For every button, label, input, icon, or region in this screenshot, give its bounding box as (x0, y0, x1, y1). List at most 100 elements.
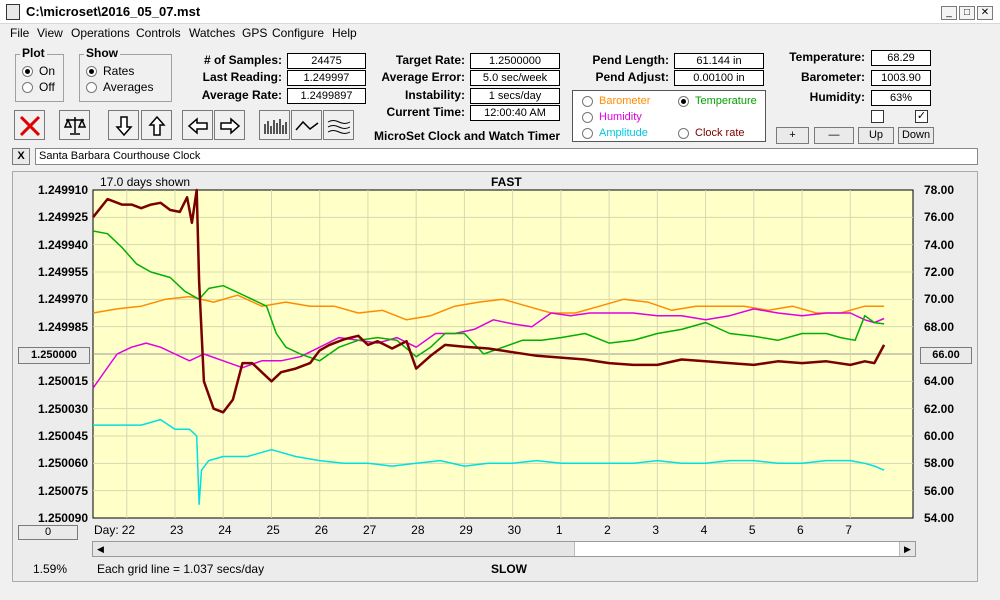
scrollbar-thumb[interactable] (574, 542, 900, 556)
auto-checkbox[interactable]: ✓ (915, 110, 928, 123)
y-left-tick-label: 1.249925 (37, 210, 88, 225)
menu-help[interactable]: Help (332, 26, 357, 40)
series-line-barometer (92, 294, 885, 321)
reference-temp-button[interactable]: 66.00 (920, 347, 972, 364)
current-time-label: Current Time: (386, 105, 465, 119)
y-right-tick-label: 54.00 (924, 511, 955, 525)
last-reading-field: 1.249997 (287, 70, 366, 86)
barometer-radio[interactable] (582, 96, 593, 107)
plot-on-radio[interactable] (22, 66, 33, 77)
grid-line-info: Each grid line = 1.037 secs/day (97, 562, 265, 576)
show-rates-label: Rates (103, 64, 135, 78)
average-rate-field: 1.2499897 (287, 88, 366, 104)
pend-length-field[interactable]: 61.144 in (674, 53, 764, 69)
move-up-button[interactable] (141, 110, 172, 140)
pend-adjust-label: Pend Adjust: (595, 70, 669, 84)
clock-name-field[interactable]: Santa Barbara Courthouse Clock (35, 148, 978, 165)
pend-length-label: Pend Length: (592, 53, 669, 67)
pend-adjust-field[interactable]: 0.00100 in (674, 70, 764, 86)
balance-button[interactable] (59, 110, 90, 140)
scroll-right-button[interactable] (214, 110, 245, 140)
temperature-radio[interactable] (678, 96, 689, 107)
percent-label: 1.59% (33, 562, 68, 576)
clock-rate-radio[interactable] (678, 128, 689, 139)
x-tick-label: 28 (411, 523, 425, 537)
humidity-field: 63% (871, 90, 931, 106)
y-right-tick-label: 64.00 (924, 374, 955, 389)
plot-on-label: On (39, 64, 56, 78)
clock-name-close-button[interactable]: X (12, 148, 30, 165)
show-averages-radio[interactable] (86, 82, 97, 93)
x-tick-label: 3 (652, 523, 660, 537)
arrow-down-icon (115, 116, 133, 137)
y-right-tick-label: 76.00 (924, 210, 955, 225)
y-right-tick-label: 78.00 (924, 183, 955, 197)
fast-label: FAST (491, 175, 522, 189)
y-left-tick-label: 1.249910 (37, 183, 88, 197)
x-tick-label: 5 (748, 523, 756, 537)
menu-controls[interactable]: Controls (136, 26, 181, 40)
amplitude-option-label: Amplitude (599, 127, 648, 139)
scroll-left-arrow-icon[interactable]: ◀ (97, 544, 104, 554)
scale-up-button[interactable]: Up (858, 127, 894, 144)
target-rate-field[interactable]: 1.2500000 (470, 53, 560, 69)
x-tick-label: 7 (845, 523, 852, 537)
lock-checkbox[interactable] (871, 110, 884, 123)
wave-icon (295, 120, 319, 131)
barometer-label: Barometer: (800, 70, 865, 84)
scale-minus-button[interactable]: — (814, 127, 854, 144)
x-tick-label: 22 (121, 523, 136, 537)
y-left-tick-label: 1.250015 (37, 374, 88, 389)
x-tick-label: 27 (362, 523, 377, 537)
humidity-radio[interactable] (582, 112, 593, 123)
reference-rate-button[interactable]: 1.250000 (18, 347, 90, 364)
days-shown-label: 17.0 days shown (100, 175, 191, 189)
plot-off-radio[interactable] (22, 82, 33, 93)
smooth-view-button[interactable] (323, 110, 354, 140)
series-group (92, 188, 886, 506)
arrow-left-icon (187, 117, 208, 135)
menu-view[interactable]: View (37, 26, 63, 40)
menu-file[interactable]: File (10, 26, 30, 40)
x-axis-label: Day: (94, 523, 119, 537)
scale-plus-button[interactable]: + (776, 127, 809, 144)
humidity-option-label: Humidity (599, 111, 642, 123)
arrow-right-icon (220, 117, 241, 135)
clear-data-button[interactable] (14, 110, 45, 140)
clock-rate-option-label: Clock rate (695, 127, 745, 139)
menu-gps[interactable]: GPS (242, 26, 268, 40)
line-view-button[interactable] (291, 110, 322, 140)
target-rate-label: Target Rate: (395, 53, 465, 67)
bar-view-button[interactable] (259, 110, 290, 140)
y-left-tick-label: 1.249970 (37, 292, 88, 307)
close-icon[interactable]: ✕ (977, 6, 993, 20)
display-options-box (572, 90, 766, 142)
y-left-tick-label: 1.250045 (37, 429, 88, 443)
y-left-tick-label: 1.250075 (37, 483, 88, 498)
humidity-label: Humidity: (809, 90, 865, 104)
menu-operations[interactable]: Operations (71, 26, 130, 40)
x-tick-label: 24 (218, 523, 232, 537)
zero-button[interactable]: 0 (18, 525, 78, 540)
average-error-label: Average Error: (381, 70, 465, 84)
maximize-icon[interactable]: □ (959, 6, 975, 20)
arrow-up-icon (148, 115, 166, 136)
series-line-temperature (92, 230, 885, 362)
x-tick-label: 25 (266, 523, 280, 537)
y-left-tick-label: 1.250090 (37, 511, 88, 525)
last-reading-label: Last Reading: (202, 70, 282, 84)
show-group (79, 54, 172, 102)
menu-watches[interactable]: Watches (189, 26, 236, 40)
y-left-tick-label: 1.249955 (37, 265, 88, 279)
balance-scale-icon (63, 117, 87, 135)
show-rates-radio[interactable] (86, 66, 97, 77)
x-tick-label: 30 (507, 523, 521, 537)
menu-configure[interactable]: Configure (272, 26, 325, 40)
scroll-right-arrow-icon[interactable]: ▶ (904, 544, 911, 554)
scale-down-button[interactable]: Down (898, 127, 934, 144)
move-down-button[interactable] (108, 110, 139, 140)
scroll-left-button[interactable] (182, 110, 213, 140)
instability-field: 1 secs/day (470, 88, 560, 104)
minimize-icon[interactable]: _ (941, 6, 957, 20)
amplitude-radio[interactable] (582, 128, 593, 139)
